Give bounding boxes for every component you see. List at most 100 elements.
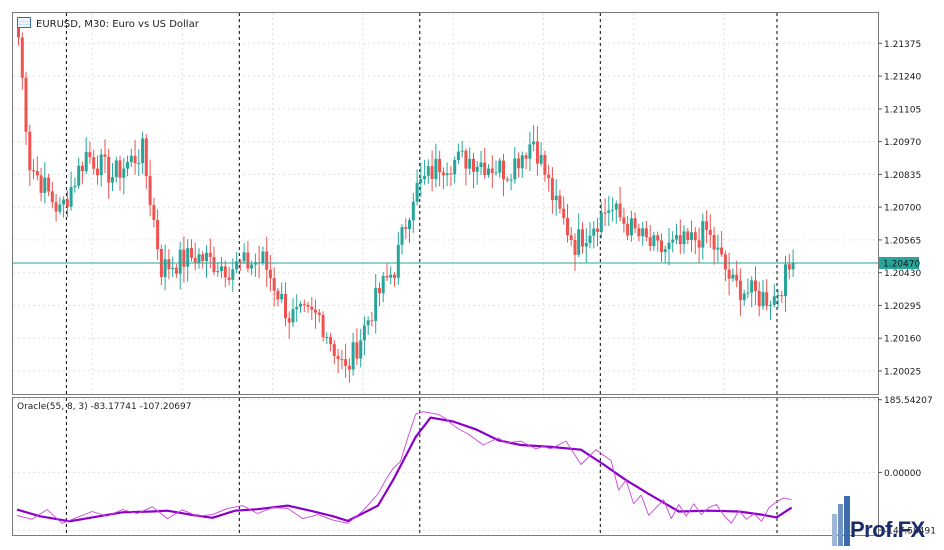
candle-body (197, 254, 201, 263)
candle-body (735, 274, 739, 281)
candle-body (584, 242, 588, 247)
candle-body (738, 280, 742, 301)
candle-body (757, 291, 761, 307)
candle-body (39, 175, 43, 193)
candle-body (400, 227, 404, 245)
candle-body (472, 158, 475, 172)
candle-body (99, 154, 103, 176)
candle-body (490, 168, 494, 174)
candle-body (246, 252, 250, 269)
candle-body (216, 271, 220, 273)
candle-body (468, 158, 472, 169)
candle-body (622, 217, 626, 224)
price-axis: 1.21375 1.21240 1.21105 1.20970 1.20835 1.207… (878, 40, 936, 537)
candle-body (708, 229, 712, 235)
candle-body (784, 264, 787, 297)
candle-body (404, 227, 408, 229)
candle-body (569, 235, 573, 240)
candle-body (701, 221, 705, 248)
price-axis-label: 1.21105 (884, 105, 921, 115)
candle-body (535, 141, 539, 164)
candle-body (656, 235, 660, 241)
candle-body (599, 212, 603, 232)
candle-body (351, 342, 355, 370)
candle-body (524, 155, 528, 159)
candle-body (483, 162, 487, 176)
candle-body (716, 247, 720, 250)
candle-body (603, 212, 607, 214)
candle-body (347, 365, 351, 370)
current-price-label: 1.20470 (883, 260, 920, 270)
candle-body (690, 232, 693, 240)
candle-body (396, 244, 400, 278)
candle-body (453, 160, 457, 175)
candle-body (242, 252, 246, 262)
oracle-signal-line (16, 416, 793, 523)
candle-body (220, 266, 223, 272)
candle-body (426, 166, 430, 176)
candle-body (28, 131, 32, 171)
candle-body (385, 276, 389, 278)
candle-body (223, 266, 227, 278)
price-axis-label: 1.20700 (884, 204, 921, 214)
candle-body (761, 292, 765, 307)
candle-body (682, 231, 686, 245)
indicator-axis-label: 0.00000 (884, 469, 921, 479)
candle-body (532, 141, 536, 145)
candle-body (366, 320, 370, 326)
candle-body (517, 158, 521, 169)
candle-body (411, 201, 415, 221)
candle-body (494, 172, 498, 174)
candle-body (122, 168, 126, 178)
candle-body (208, 252, 212, 257)
candle-body (660, 240, 663, 253)
candle-body (193, 257, 197, 263)
candle-body (539, 155, 543, 164)
candle-body (54, 202, 58, 212)
candle-body (201, 254, 205, 261)
candle-body (167, 259, 171, 270)
chart-title-text: EURUSD, M30: Euro vs US Dollar (36, 19, 199, 30)
candle-body (336, 355, 340, 359)
candle-body (321, 314, 325, 337)
candle-body (389, 274, 393, 278)
main-chart-frame (12, 12, 879, 395)
candle-body (513, 158, 517, 180)
candle-body (148, 176, 152, 206)
candle-body (520, 155, 524, 169)
candle-body (73, 185, 77, 188)
candle-body (310, 306, 314, 310)
candle-body (592, 228, 596, 236)
candle-body (43, 177, 47, 193)
candle-body (50, 191, 54, 203)
candle-body (408, 220, 411, 229)
candle-body (129, 155, 133, 163)
candle-body (190, 248, 193, 258)
candle-body (502, 160, 505, 180)
price-axis-label: 1.20970 (884, 138, 921, 148)
candle-body (92, 157, 96, 169)
candle-body (231, 269, 235, 280)
candle-body (186, 248, 190, 267)
candle-body (284, 293, 287, 319)
candle-body (562, 208, 566, 218)
candle-body (528, 144, 532, 159)
candle-body (80, 165, 84, 172)
candle-body (205, 252, 208, 261)
candle-body (723, 254, 727, 270)
indicator-axis-label: -147.58491 (884, 527, 936, 537)
candle-body (705, 221, 709, 230)
candle-body (456, 151, 460, 160)
candle-body (118, 160, 122, 178)
candle-body (663, 249, 667, 253)
candle-body (32, 170, 35, 172)
price-axis-label: 1.20430 (884, 269, 921, 279)
candle-body (566, 218, 569, 236)
candle-body (227, 277, 231, 280)
candle-body (791, 263, 795, 270)
candle-body (746, 292, 750, 294)
candle-body (633, 218, 637, 229)
candle-body (156, 220, 160, 250)
candle-body (182, 249, 186, 267)
